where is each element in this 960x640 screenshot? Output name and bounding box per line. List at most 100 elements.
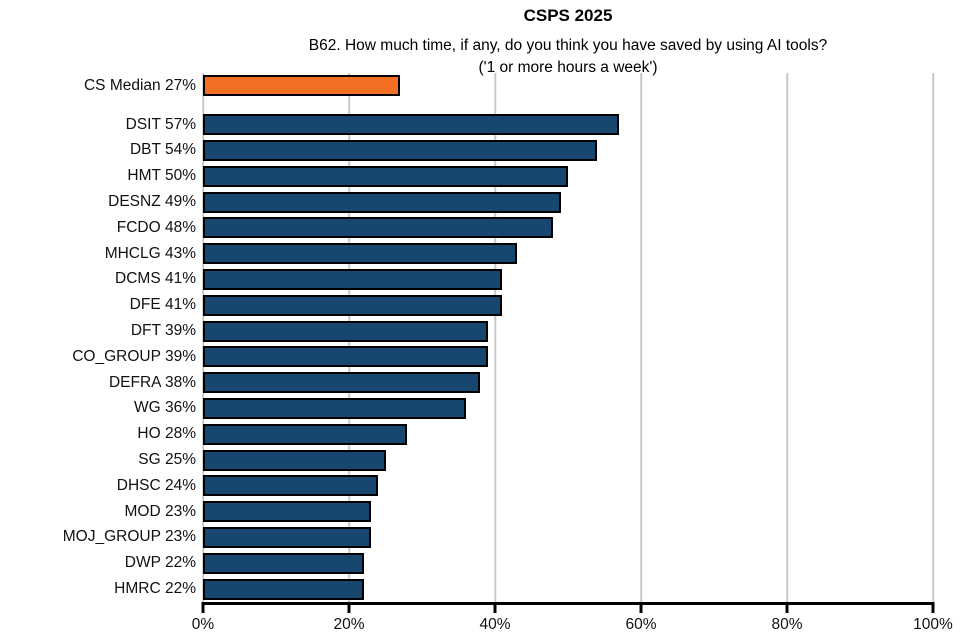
bar-label-hmt: HMT 50% [127, 167, 196, 185]
bar-row: WG 36% [0, 396, 933, 422]
bar-label-mhclg: MHCLG 43% [104, 244, 196, 262]
bar-row: CO_GROUP 39% [0, 344, 933, 370]
bar-label-dfe: DFE 41% [129, 296, 196, 314]
bar-track [203, 73, 933, 99]
bar-row: MOD 23% [0, 499, 933, 525]
bar-row: HO 28% [0, 421, 933, 447]
bar-label-dsit: DSIT 57% [125, 115, 196, 133]
bar-label-dbt: DBT 54% [129, 141, 196, 159]
x-axis-tick-label: 60% [625, 616, 657, 633]
bar-label-desnz: DESNZ 49% [108, 193, 196, 211]
bar-track [203, 189, 933, 215]
bar-dcms [203, 268, 503, 290]
bar-track [203, 525, 933, 551]
bar-fcdo [203, 217, 554, 239]
bar-label-cs-median: CS Median 27% [83, 76, 196, 94]
x-axis-tick [493, 602, 497, 613]
bar-label-dwp: DWP 22% [124, 554, 196, 572]
bar-label-fcdo: FCDO 48% [116, 218, 196, 236]
bar-track [203, 473, 933, 499]
bar-dhsc [203, 475, 379, 497]
bar-label-co-group: CO_GROUP 39% [72, 347, 196, 365]
bar-label-dcms: DCMS 41% [115, 270, 196, 288]
bar-wg [203, 397, 466, 419]
bar-label-mod: MOD 23% [124, 502, 197, 520]
bar-rows: CS Median 27% DSIT 57% DBT 54% HMT 50% DESNZ… [0, 73, 933, 602]
bar-defra [203, 372, 481, 394]
bar-dwp [203, 552, 364, 574]
bar-track [203, 576, 933, 602]
bar-track [203, 267, 933, 293]
bar-label-wg: WG 36% [133, 399, 196, 417]
chart-subtitle-line1: B62. How much time, if any, do you think… [308, 37, 828, 54]
bar-label-dft: DFT 39% [130, 322, 196, 340]
x-axis-tick-label: 100% [913, 616, 953, 633]
bar-hmt [203, 165, 568, 187]
bar-row: DSIT 57% [0, 112, 933, 138]
bar-row: SG 25% [0, 447, 933, 473]
bar-row: DFT 39% [0, 318, 933, 344]
bar-row: DWP 22% [0, 550, 933, 576]
bar-moj-group [203, 526, 371, 548]
bar-track [203, 292, 933, 318]
bar-dbt [203, 139, 598, 161]
bar-row: DBT 54% [0, 138, 933, 164]
bar-row: HMT 50% [0, 163, 933, 189]
bar-row: DESNZ 49% [0, 189, 933, 215]
bar-ho [203, 423, 408, 445]
bar-row: FCDO 48% [0, 215, 933, 241]
bar-track [203, 370, 933, 396]
x-axis-tick [347, 602, 351, 613]
gridline [932, 73, 934, 602]
bar-row: DHSC 24% [0, 473, 933, 499]
bar-sg [203, 449, 386, 471]
gridline [494, 73, 496, 602]
bar-row: MHCLG 43% [0, 241, 933, 267]
gridline [786, 73, 788, 602]
bar-row: DCMS 41% [0, 267, 933, 293]
bar-track [203, 344, 933, 370]
bar-track [203, 447, 933, 473]
bar-track [203, 138, 933, 164]
x-axis-tick-label: 0% [191, 616, 215, 633]
chart-title: CSPS 2025 [523, 6, 613, 25]
x-axis-tick [639, 602, 643, 613]
bar-label-hmrc: HMRC 22% [114, 580, 196, 598]
gridline [640, 73, 642, 602]
chart-header: CSPS 2025 B62. How much time, if any, do… [203, 6, 933, 79]
bar-track [203, 421, 933, 447]
chart-subtitle-line2: ('1 or more hours a week') [478, 59, 658, 76]
median-group-spacer [0, 99, 933, 112]
bar-label-sg: SG 25% [138, 451, 196, 469]
bar-track [203, 112, 933, 138]
bar-label-moj-group: MOJ_GROUP 23% [62, 528, 196, 546]
bar-track [203, 550, 933, 576]
bar-dsit [203, 114, 620, 136]
x-axis-tick [931, 602, 935, 613]
bar-label-defra: DEFRA 38% [108, 373, 196, 391]
bar-track [203, 499, 933, 525]
x-axis-tick-label: 20% [333, 616, 365, 633]
x-axis-tick-label: 80% [771, 616, 803, 633]
x-axis-line [203, 602, 933, 605]
bar-row: MOJ_GROUP 23% [0, 525, 933, 551]
bar-row: DFE 41% [0, 292, 933, 318]
bar-desnz [203, 191, 561, 213]
x-axis-tick [785, 602, 789, 613]
x-axis-tick [201, 602, 205, 613]
bar-row: DEFRA 38% [0, 370, 933, 396]
bar-track [203, 318, 933, 344]
bar-label-ho: HO 28% [137, 425, 196, 443]
bar-co-group [203, 346, 488, 368]
bar-cs-median [203, 75, 401, 97]
bar-track [203, 215, 933, 241]
bar-mhclg [203, 243, 517, 265]
bar-dft [203, 320, 488, 342]
bar-label-dhsc: DHSC 24% [116, 476, 196, 494]
bar-row-median: CS Median 27% [0, 73, 933, 99]
bar-track [203, 163, 933, 189]
bar-track [203, 241, 933, 267]
x-axis: 0% 20% 40% 60% 80% 100% [192, 602, 953, 638]
bar-dfe [203, 294, 503, 316]
